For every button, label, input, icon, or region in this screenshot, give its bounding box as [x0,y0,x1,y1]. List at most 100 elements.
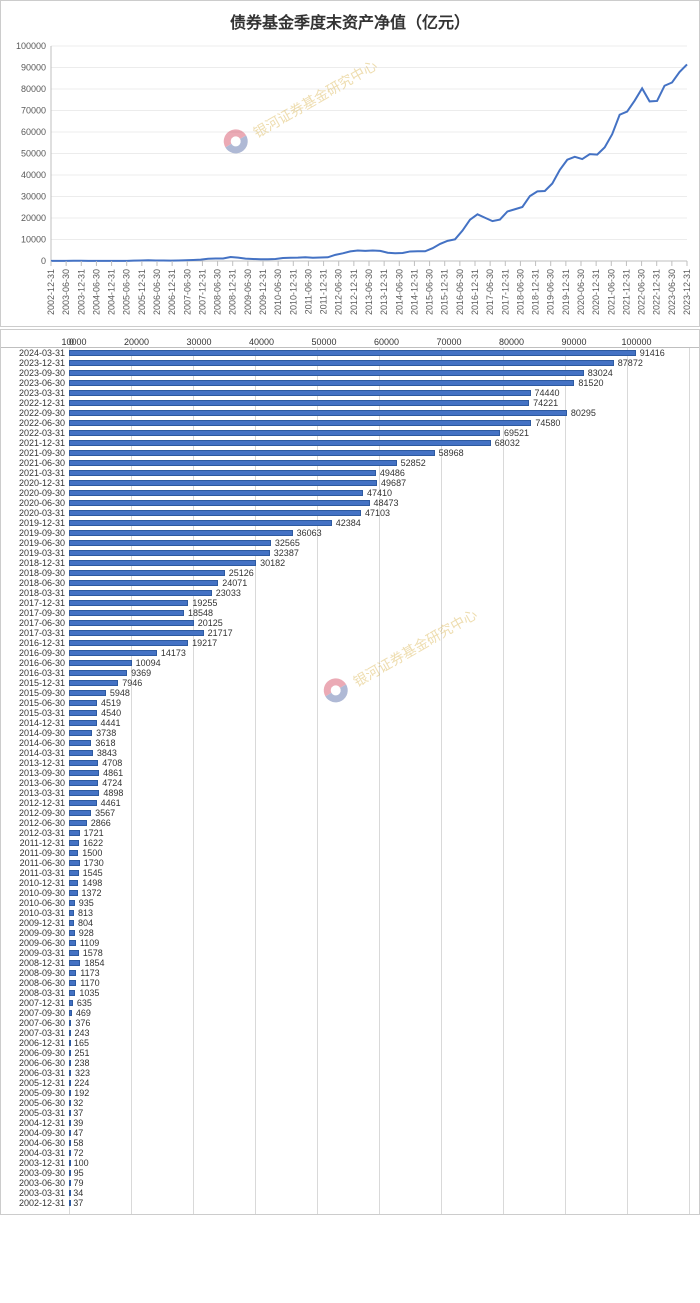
bar-row: 2018-09-3025126 [1,568,699,578]
bar-date-label: 2018-06-30 [1,578,69,588]
bar-date-label: 2021-09-30 [1,448,69,458]
x-tick-label: 2010-06-30 [273,269,283,315]
bar-row: 2006-06-30238 [1,1058,699,1068]
bar-value-label: 1498 [82,878,102,888]
x-tick: 2021-06-30 [606,261,616,315]
bar-fill [69,470,376,476]
bar-fill [69,420,531,426]
bar-row: 2017-03-3121717 [1,628,699,638]
bar-date-label: 2009-09-30 [1,928,69,938]
bar-fill [69,380,574,386]
bar-value-label: 32565 [275,538,300,548]
bar-value-label: 928 [79,928,94,938]
x-tick-label: 2011-06-30 [303,269,313,314]
x-tick: 2018-06-30 [515,261,525,315]
bar-date-label: 2006-09-30 [1,1048,69,1058]
bar-date-label: 2023-12-31 [1,358,69,368]
bar-date-label: 2006-12-31 [1,1038,69,1048]
bar-value-label: 4724 [102,778,122,788]
bar-row: 2016-09-3014173 [1,648,699,658]
bar-value-label: 1500 [82,848,102,858]
bar-row: 2016-06-3010094 [1,658,699,668]
bar-row: 2023-09-3083024 [1,368,699,378]
bar-fill [69,740,91,746]
bar-fill [69,890,78,896]
bar-fill [69,1050,71,1056]
bar-fill [69,460,397,466]
bar-fill [69,1140,71,1146]
bar-value-label: 30182 [260,558,285,568]
bar-value-label: 49687 [381,478,406,488]
x-tick: 2012-12-31 [349,261,359,315]
bar-row: 2009-09-30 928 [1,928,699,938]
bar-date-label: 2017-03-31 [1,628,69,638]
x-tick: 2004-06-30 [91,261,101,315]
bar-value-label: 1730 [84,858,104,868]
bar-date-label: 2023-06-30 [1,378,69,388]
bar-value-label: 1545 [83,868,103,878]
bar-value-label: 4708 [102,758,122,768]
bar-date-label: 2007-09-30 [1,1008,69,1018]
bar-date-label: 2009-03-31 [1,948,69,958]
bar-row: 2022-03-3169521 [1,428,699,438]
bar-value-label: 95 [74,1168,84,1178]
bar-fill [69,570,225,576]
bar-value-label: 18548 [188,608,213,618]
bar-row: 2016-03-319369 [1,668,699,678]
bar-fill [69,410,567,416]
bar-x-tick-label: 70000 [418,337,481,347]
bar-fill [69,800,97,806]
bar-row: 2007-09-30469 [1,1008,699,1018]
x-tick-label: 2003-06-30 [61,269,71,315]
bar-row: 2015-03-314540 [1,708,699,718]
bar-date-label: 2014-06-30 [1,738,69,748]
bar-fill [69,830,80,836]
bar-row: 2008-03-311035 [1,988,699,998]
bar-row: 2003-06-3079 [1,1178,699,1188]
bar-date-label: 2011-12-31 [1,838,69,848]
bar-date-label: 2020-06-30 [1,498,69,508]
bar-x-tick-label: 30000 [168,337,231,347]
bar-row: 2011-03-311545 [1,868,699,878]
bar-row: 2013-12-314708 [1,758,699,768]
x-tick: 2013-06-30 [364,261,374,315]
bar-fill [69,950,79,956]
bar-fill [69,730,92,736]
bar-date-label: 2018-09-30 [1,568,69,578]
bar-fill [69,850,78,856]
bar-date-label: 2015-12-31 [1,678,69,688]
bar-row: 2022-12-3174221 [1,398,699,408]
bar-date-label: 2008-03-31 [1,988,69,998]
bar-row: 2015-09-305948 [1,688,699,698]
bar-date-label: 2018-12-31 [1,558,69,568]
x-tick: 2022-12-31 [652,261,662,315]
y-tick-label: 60000 [21,127,46,137]
bar-fill [69,360,614,366]
bar-date-label: 2006-06-30 [1,1058,69,1068]
bar-row: 2023-06-3081520 [1,378,699,388]
bar-date-label: 2010-09-30 [1,888,69,898]
x-tick-label: 2012-06-30 [334,269,344,315]
bar-row: 2024-03-3191416 [1,348,699,358]
bar-value-label: 69521 [504,428,529,438]
bar-date-label: 2015-06-30 [1,698,69,708]
x-tick-label: 2004-12-31 [107,269,117,315]
x-tick-label: 2016-06-30 [455,269,465,315]
bar-value-label: 192 [74,1088,89,1098]
x-tick-label: 2005-12-31 [137,269,147,315]
bar-date-label: 2004-09-30 [1,1128,69,1138]
bar-date-label: 2013-09-30 [1,768,69,778]
x-tick-label: 2007-06-30 [182,269,192,315]
bar-row: 2011-09-301500 [1,848,699,858]
bar-fill [69,1040,71,1046]
bar-date-label: 2008-12-31 [1,958,69,968]
bar-row: 2006-12-31165 [1,1038,699,1048]
bar-row: 2007-06-30376 [1,1018,699,1028]
bar-value-label: 58968 [439,448,464,458]
x-tick-label: 2009-12-31 [258,269,268,315]
bar-fill [69,540,271,546]
bar-value-label: 2866 [91,818,111,828]
x-tick-label: 2022-12-31 [652,269,662,315]
bar-row: 2004-12-3139 [1,1118,699,1128]
bar-fill [69,760,98,766]
